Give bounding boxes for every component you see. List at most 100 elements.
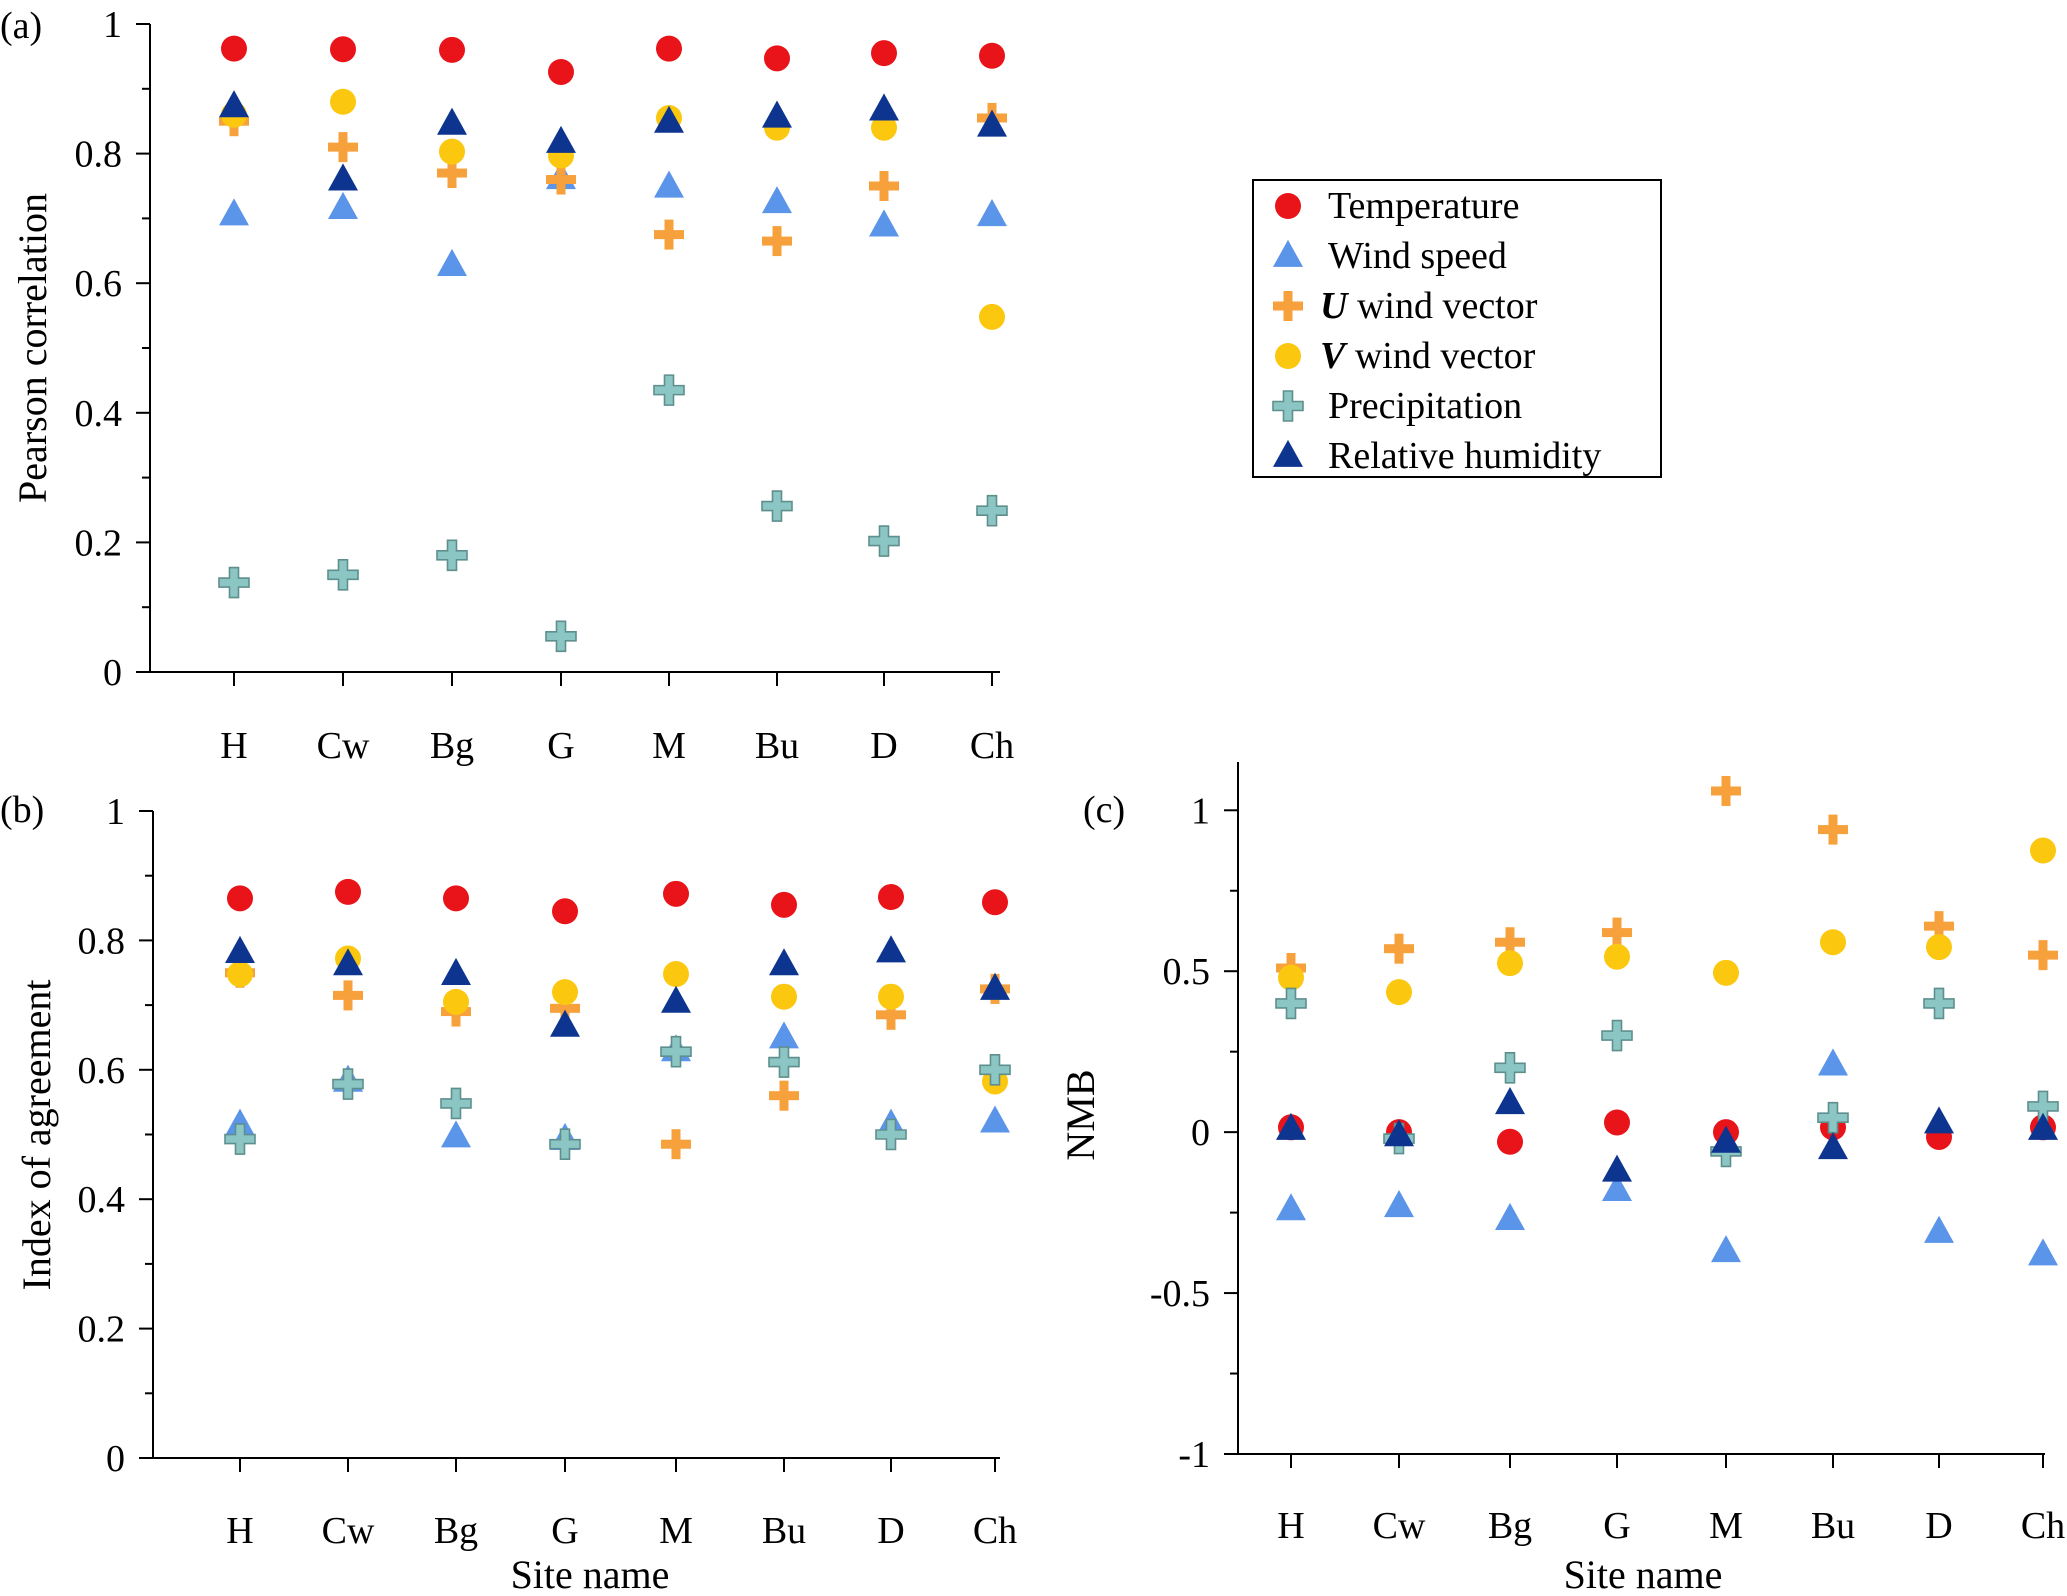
point-relative-humidity-h [219,90,249,118]
x-tick-label-d: D [1925,1505,1952,1547]
x-tick-label-ch: Ch [973,1510,1017,1552]
point-temperature-h [227,885,253,912]
x-tick-label-d: D [870,725,897,767]
series-wind-speed [1276,1048,2058,1266]
y-tick-label: 0.6 [75,263,123,305]
point-relative-humidity-bg [441,957,471,985]
legend-marker-u-wind [1273,291,1303,321]
x-tick-label-bg: Bg [1488,1505,1532,1547]
point-u-wind-vector-m [654,219,684,250]
point-precipitation-h [224,1123,256,1155]
point-temperature-g [548,58,574,85]
y-tick-label: 0 [103,652,122,694]
point-wind-speed-cw [328,191,358,219]
point-relative-humidity-d [1924,1106,1954,1134]
y-tick-label: -1 [1178,1434,1210,1476]
series-v-wind-vector [1278,837,2056,1006]
point-precipitation-bu [768,1046,800,1078]
series-temperature [221,35,1005,85]
series-temperature [227,878,1008,925]
point-wind-speed-d [869,209,899,237]
legend-symbol-relative_humidity [1273,439,1303,467]
point-wind-speed-d [1924,1215,1954,1243]
point-v-wind-vector-d [871,114,897,141]
point-u-wind-vector-bg [1495,927,1525,958]
x-tick-label-cw: Cw [1373,1505,1426,1547]
point-u-wind-vector-ch [2028,940,2058,971]
point-precipitation-m [653,374,685,406]
point-precipitation-g [1601,1019,1633,1052]
x-tick-label-ch: Ch [970,725,1014,767]
x-tick-label-bg: Bg [430,725,474,767]
point-relative-humidity-bu [1818,1132,1848,1160]
panel-label: (c) [1083,789,1125,831]
point-wind-speed-bu [769,1021,799,1049]
point-temperature-m [656,35,682,62]
point-relative-humidity-ch [977,109,1007,137]
point-wind-speed-h [219,198,249,226]
legend-symbol-wind_speed [1273,239,1303,267]
point-temperature-cw [330,36,356,63]
point-wind-speed-ch [977,199,1007,227]
point-v-wind-vector-h [1278,964,1304,991]
legend-marker-precipitation [1272,390,1304,422]
y-tick-label: 1 [106,791,125,833]
x-tick-label-cw: Cw [317,725,370,767]
point-temperature-d [871,40,897,67]
y-tick-label: 0.8 [75,134,123,176]
point-wind-speed-bu [1818,1048,1848,1076]
point-wind-speed-ch [980,1105,1010,1133]
point-temperature-m [663,880,689,907]
point-precipitation-bu [1817,1101,1849,1134]
point-v-wind-vector-bg [1497,950,1523,977]
point-u-wind-vector-cw [333,980,363,1011]
y-axis-title: Index of agreement [14,980,59,1291]
point-relative-humidity-cw [1384,1119,1414,1147]
y-tick-label: 1 [103,4,122,46]
point-u-wind-vector-g [546,164,576,195]
x-tick-label-m: M [652,725,686,767]
legend-item-v-wind-vector: V wind vector [1275,335,1536,377]
point-relative-humidity-g [550,1009,580,1037]
series-relative-humidity [225,935,1010,1037]
y-axis-title: Pearson correlation [10,193,55,503]
legend-item-temperature: Temperature [1275,185,1519,227]
point-wind-speed-h [1276,1193,1306,1221]
point-u-wind-vector-bu [762,226,792,257]
point-v-wind-vector-m [1713,959,1739,986]
x-tick-label-bu: Bu [1811,1505,1855,1547]
y-tick-label: 0.8 [78,920,126,962]
y-axis-title: NMB [1058,1069,1103,1160]
y-tick-label: 1 [1191,790,1210,832]
y-tick-label: 0 [1191,1112,1210,1154]
y-tick-label: 0.4 [78,1179,126,1221]
point-v-wind-vector-cw [1386,979,1412,1006]
point-precipitation-g [545,620,577,653]
legend-label-wind-speed: Wind speed [1328,235,1507,277]
point-wind-speed-ch [2028,1238,2058,1266]
point-v-wind-vector-cw [330,88,356,115]
point-precipitation-cw [327,558,359,591]
point-u-wind-vector-g [1602,917,1632,948]
legend-marker-relative-humidity [1273,439,1303,467]
point-temperature-g [1604,1109,1630,1136]
legend-marker-wind-speed [1273,239,1303,267]
point-temperature-d [878,884,904,911]
series-precipitation [1275,987,2059,1168]
legend-item-u-wind-vector: U wind vector [1273,285,1538,327]
x-tick-label-g: G [1603,1505,1630,1547]
point-precipitation-d [868,525,900,557]
x-axis-title: Site name [511,1552,670,1596]
point-relative-humidity-m [1711,1125,1741,1153]
point-relative-humidity-d [876,935,906,963]
y-tick-label: -0.5 [1150,1273,1210,1315]
point-v-wind-vector-ch [979,303,1005,330]
point-u-wind-vector-bu [1818,814,1848,845]
point-wind-speed-m [1711,1235,1741,1263]
point-wind-speed-bg [1495,1202,1525,1230]
point-u-wind-vector-m [661,1129,691,1160]
x-tick-label-bu: Bu [762,1510,806,1552]
legend-item-relative-humidity: Relative humidity [1273,435,1601,477]
point-precipitation-cw [332,1068,364,1100]
